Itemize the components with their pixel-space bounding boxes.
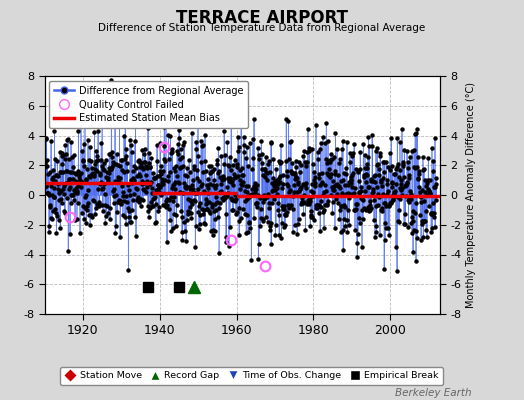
Text: Difference of Station Temperature Data from Regional Average: Difference of Station Temperature Data f… [99,23,425,33]
Text: Berkeley Earth: Berkeley Earth [395,388,472,398]
Y-axis label: Monthly Temperature Anomaly Difference (°C): Monthly Temperature Anomaly Difference (… [466,82,476,308]
Legend: Station Move, Record Gap, Time of Obs. Change, Empirical Break: Station Move, Record Gap, Time of Obs. C… [60,367,443,385]
Legend: Difference from Regional Average, Quality Control Failed, Estimated Station Mean: Difference from Regional Average, Qualit… [49,81,248,128]
Text: TERRACE AIRPORT: TERRACE AIRPORT [176,9,348,27]
